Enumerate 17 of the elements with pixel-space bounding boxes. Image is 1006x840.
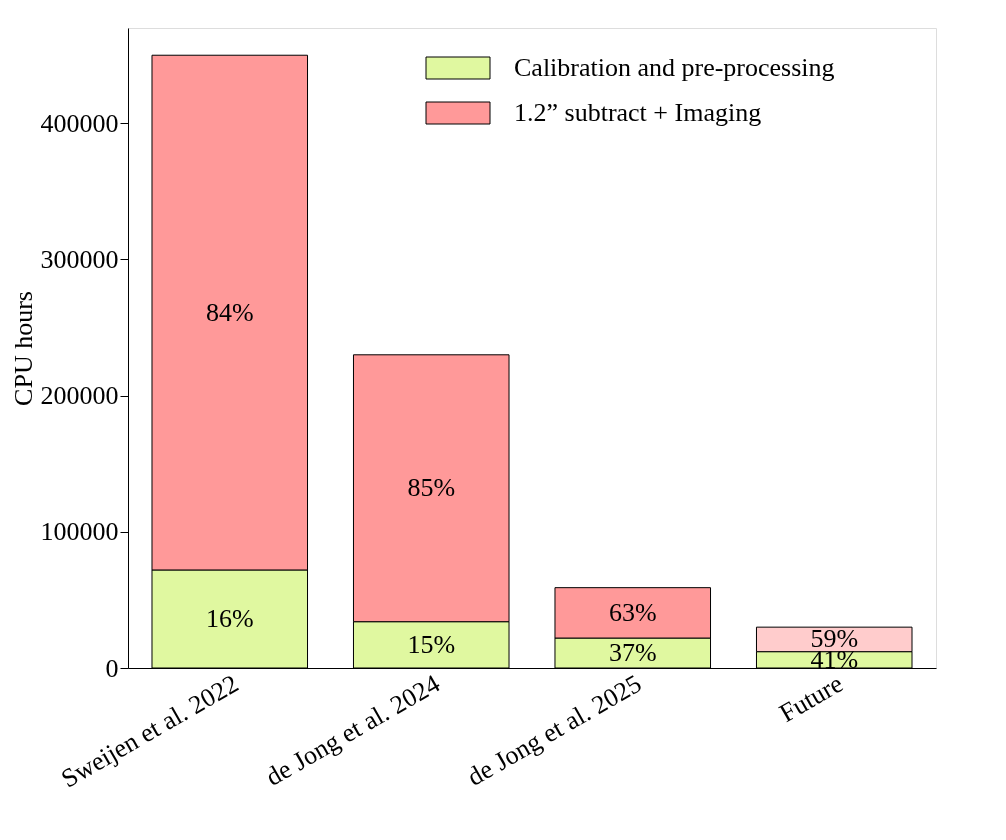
legend-label: 1.2” subtract + Imaging: [514, 98, 762, 127]
annotation: 37%: [608, 638, 657, 668]
annotation: 15%: [407, 629, 456, 659]
y-tick-label: 100000: [40, 517, 119, 547]
annotation: 84%: [205, 297, 254, 327]
x-tick-label: de Jong et al. 2025: [462, 668, 647, 792]
y-tick-label: 400000: [40, 108, 119, 138]
y-tick-label: 300000: [40, 244, 119, 274]
y-tick-label: 0: [105, 653, 119, 683]
annotation: 85%: [407, 473, 456, 503]
y-axis-title: CPU hours: [8, 291, 38, 406]
x-tick-label: Future: [774, 668, 848, 728]
annotation: 63%: [608, 597, 657, 627]
legend-label: Calibration and pre-processing: [514, 53, 835, 82]
x-tick-label: de Jong et al. 2024: [260, 668, 445, 792]
annotation: 16%: [205, 603, 254, 633]
y-tick-label: 200000: [40, 381, 119, 411]
